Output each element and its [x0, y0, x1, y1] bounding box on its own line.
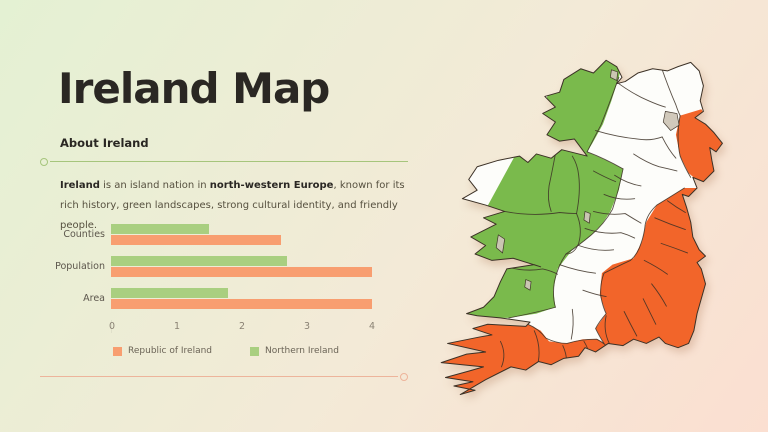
axis-tick: 0	[108, 321, 116, 332]
divider-line	[40, 376, 398, 377]
axis-tick: 2	[238, 321, 246, 332]
bar-group	[111, 288, 372, 309]
bar-republic-of-ireland	[111, 235, 281, 245]
lake-lough-ree	[584, 211, 590, 223]
lake-lough-foyle	[610, 70, 617, 81]
bar-group	[111, 256, 372, 277]
about-bold-ireland: Ireland	[60, 180, 100, 191]
category-label: Population	[55, 261, 105, 272]
about-text-1: is an island nation in	[99, 180, 210, 191]
legend-label: Republic of Ireland	[128, 346, 213, 356]
lake-lough-derg	[525, 280, 531, 291]
divider-ring-icon	[40, 158, 48, 166]
top-divider	[40, 158, 408, 168]
lake-lough-neagh	[663, 111, 679, 130]
axis-tick: 1	[173, 321, 181, 332]
axis-tick: 4	[368, 321, 376, 332]
bar-northern-ireland	[111, 256, 288, 266]
about-bold-europe: north-western Europe	[209, 180, 334, 191]
chart-row: Area	[40, 288, 372, 309]
about-heading: About Ireland	[60, 136, 149, 150]
bar-northern-ireland	[111, 288, 229, 298]
legend-item: Northern Ireland	[250, 346, 339, 356]
legend-swatch-icon	[250, 346, 260, 356]
bar-chart: Counties Population Area 0 1 2 3 4 Republic of…	[40, 224, 376, 356]
axis-tick: 3	[303, 321, 311, 332]
category-label: Counties	[63, 229, 105, 240]
ireland-map	[437, 56, 733, 402]
legend-swatch-icon	[113, 346, 123, 356]
bar-group	[111, 224, 372, 245]
chart-axis: 0 1 2 3 4	[108, 320, 376, 333]
legend-item: Republic of Ireland	[113, 346, 212, 356]
bar-republic-of-ireland	[111, 299, 372, 309]
bar-northern-ireland	[111, 224, 209, 234]
chart-row: Counties	[40, 224, 372, 245]
divider-ring-icon	[400, 373, 408, 381]
about-paragraph: Ireland is an island nation in north-wes…	[60, 176, 412, 236]
lake-lough-corrib	[496, 235, 504, 253]
legend-label: Northern Ireland	[265, 346, 339, 356]
lakes	[496, 70, 679, 290]
coastline	[441, 60, 722, 394]
about-text-2: , known for its rich history, green land…	[60, 180, 405, 231]
chart-row: Population	[40, 256, 372, 277]
divider-line	[50, 161, 408, 162]
bar-republic-of-ireland	[111, 267, 372, 277]
chart-rows: Counties Population Area	[40, 224, 372, 309]
bottom-divider	[40, 373, 408, 383]
page-title: Ireland Map	[58, 64, 330, 113]
ireland-map-svg	[437, 56, 733, 402]
category-label: Area	[83, 293, 105, 304]
chart-legend: Republic of Ireland Northern Ireland	[80, 346, 372, 356]
